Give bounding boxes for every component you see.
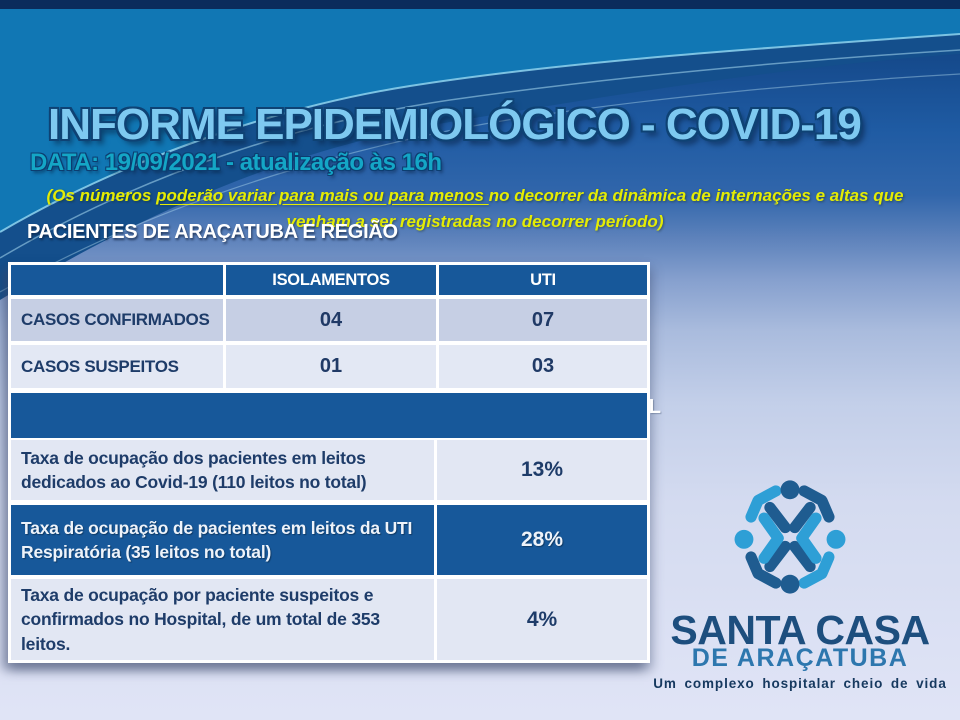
covid-table: ISOLAMENTOS UTI CASOS CONFIRMADOS 04 07 …: [8, 262, 661, 663]
people-pinwheel-icon: [734, 480, 846, 594]
disclaimer-line2: venham a ser registradas no decorrer per…: [286, 212, 664, 231]
logo-subname: DE ARAÇATUBA: [691, 644, 909, 672]
row-label: CASOS SUSPEITOS: [11, 345, 223, 388]
report-date: DATA: 19/09/2021 - atualização às 16h: [30, 149, 442, 176]
confirmados-uti: 07: [439, 299, 647, 341]
confirmados-isolamentos: 04: [226, 299, 436, 341]
band-overflow-text: L: [648, 396, 661, 418]
table-row-taxa-uti: Taxa de ocupação de pacientes em leitos …: [11, 505, 647, 575]
table-row-confirmados: CASOS CONFIRMADOS 04 07: [11, 299, 647, 341]
row-label: Taxa de ocupação por paciente suspeitos …: [11, 579, 434, 660]
section-label: PACIENTES DE ARAÇATUBA E REGIÃO: [27, 221, 398, 243]
table-band-row: L: [11, 393, 661, 438]
band-cell: [11, 393, 647, 438]
taxa-covid-value: 13%: [437, 440, 647, 500]
table-row-taxa-covid: Taxa de ocupação dos pacientes em leitos…: [11, 440, 647, 500]
logo-name: SANTA CASA: [670, 607, 930, 653]
header-uti: UTI: [439, 265, 647, 295]
header-empty-cell: [11, 265, 223, 295]
row-label: CASOS CONFIRMADOS: [11, 299, 223, 341]
disclaimer-prefix: (Os números: [46, 186, 157, 205]
suspeitos-uti: 03: [439, 345, 647, 388]
table-header-row: ISOLAMENTOS UTI: [11, 265, 647, 295]
logo-tagline: Um complexo hospitalar cheio de vida: [653, 676, 947, 691]
suspeitos-isolamentos: 01: [226, 345, 436, 388]
header-waves-decoration: [0, 0, 960, 300]
table-row-suspeitos: CASOS SUSPEITOS 01 03: [11, 345, 647, 388]
taxa-uti-value: 28%: [437, 505, 647, 575]
row-label: Taxa de ocupação de pacientes em leitos …: [11, 505, 434, 575]
page-title: INFORME EPIDEMIOLÓGICO - COVID-19: [48, 100, 862, 149]
table-row-taxa-hospital: Taxa de ocupação por paciente suspeitos …: [11, 579, 647, 660]
disclaimer-underlined: poderão variar para mais ou para menos: [156, 186, 489, 205]
disclaimer-suffix: no decorrer da dinâmica de internações e…: [488, 186, 904, 205]
row-label: Taxa de ocupação dos pacientes em leitos…: [11, 440, 434, 500]
disclaimer-note: (Os números poderão variar para mais ou …: [30, 183, 920, 235]
santa-casa-logo: SANTA CASA DE ARAÇATUBA Um complexo hosp…: [635, 470, 960, 710]
taxa-hospital-value: 4%: [437, 579, 647, 660]
header-isolamentos: ISOLAMENTOS: [226, 265, 436, 295]
